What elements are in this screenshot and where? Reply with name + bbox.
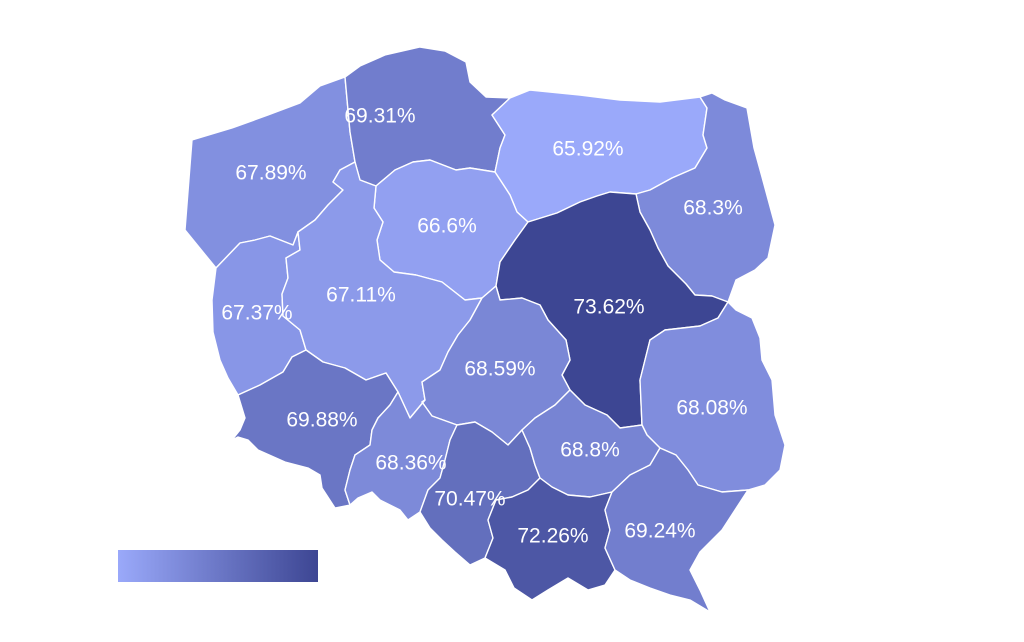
region-label: 73.62% bbox=[573, 296, 644, 319]
region-label: 70.47% bbox=[434, 488, 505, 511]
region-label: 68.36% bbox=[375, 452, 446, 475]
region-label: 68.59% bbox=[464, 358, 535, 381]
region-label: 68.8% bbox=[560, 439, 620, 462]
region-label: 66.6% bbox=[417, 215, 477, 238]
color-scale-legend bbox=[118, 550, 318, 582]
region-label: 67.89% bbox=[235, 162, 306, 185]
region-label: 68.08% bbox=[676, 397, 747, 420]
labels-layer: 67.89% 69.31% 65.92% 68.3% 66.6% 67.37% … bbox=[221, 105, 747, 548]
region-label: 72.26% bbox=[517, 525, 588, 548]
regions-layer bbox=[184, 46, 786, 613]
region-label: 65.92% bbox=[552, 138, 623, 161]
region-label: 69.24% bbox=[624, 520, 695, 543]
region-label: 69.31% bbox=[344, 105, 415, 128]
region-label: 67.11% bbox=[326, 284, 396, 307]
region-label: 67.37% bbox=[221, 302, 292, 325]
region-opolskie[interactable] bbox=[344, 391, 458, 521]
region-label: 69.88% bbox=[286, 409, 357, 432]
region-label: 68.3% bbox=[683, 197, 743, 220]
region-podkarpackie[interactable] bbox=[604, 447, 749, 613]
